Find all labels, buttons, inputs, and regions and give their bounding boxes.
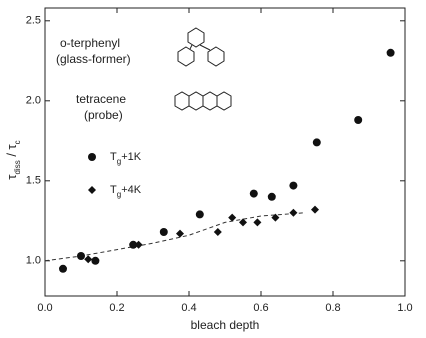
- point: [59, 264, 67, 273]
- y-axis-label: τdiss / τc: [4, 140, 21, 179]
- x-tick-label: 0.2: [109, 302, 124, 314]
- point: [311, 205, 319, 214]
- x-axis-label: bleach depth: [191, 318, 260, 332]
- fit-line: [44, 212, 305, 262]
- point: [91, 256, 100, 265]
- annotation: (glass-former): [56, 52, 131, 66]
- point: [213, 228, 222, 236]
- point: [289, 181, 298, 190]
- x-tick-label: 1.0: [397, 302, 412, 314]
- point: [271, 213, 280, 222]
- terphenyl-structure: [177, 27, 225, 67]
- point: [354, 116, 363, 124]
- point: [249, 189, 258, 198]
- annotation: tetracene: [76, 92, 126, 106]
- point: [386, 48, 395, 57]
- y-tick-label: 1.0: [26, 255, 41, 267]
- legend-marker: [88, 153, 96, 161]
- point: [312, 138, 321, 147]
- point: [253, 218, 262, 227]
- point: [289, 208, 298, 217]
- y-tick-label: 2.5: [26, 15, 41, 27]
- point: [77, 252, 85, 260]
- point: [195, 210, 204, 219]
- plot-frame: [44, 7, 406, 297]
- point: [134, 240, 143, 249]
- y-tick-label: 2.0: [26, 95, 41, 107]
- tetracene-structure: [174, 91, 232, 111]
- annotation: o-terphenyl: [60, 36, 120, 50]
- annotation: (probe): [84, 108, 123, 122]
- x-tick-label: 0.8: [325, 302, 340, 314]
- point: [159, 228, 168, 236]
- point: [228, 213, 237, 222]
- x-tick-label: 0.6: [253, 302, 268, 314]
- point: [239, 218, 247, 227]
- legend-label: Tg+4K: [110, 184, 142, 199]
- legend-marker: [88, 186, 96, 194]
- point: [84, 255, 93, 264]
- point: [129, 240, 138, 249]
- legend-label: Tg+1K: [110, 151, 142, 166]
- y-tick-label: 1.5: [26, 175, 41, 187]
- point: [176, 229, 184, 238]
- x-tick-label: 0.0: [37, 302, 52, 314]
- point: [267, 192, 276, 201]
- x-tick-label: 0.4: [181, 302, 196, 314]
